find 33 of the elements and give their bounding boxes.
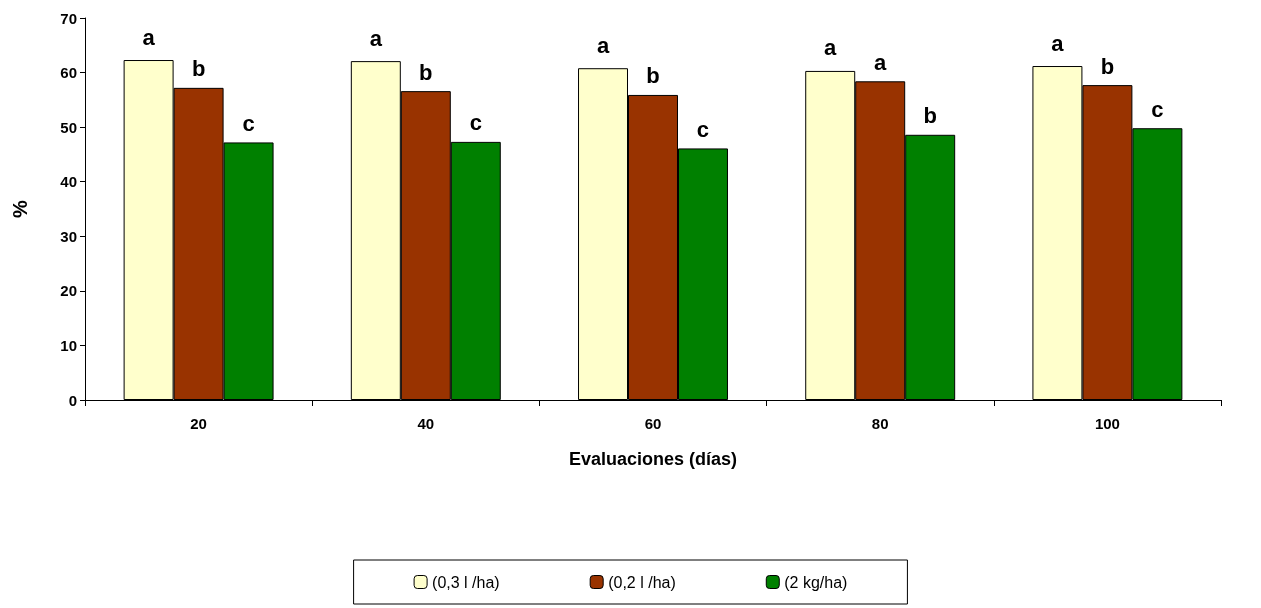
data-label: c bbox=[696, 116, 710, 142]
data-label: b bbox=[1100, 53, 1115, 79]
x-tick-label: 80 bbox=[871, 415, 889, 432]
x-tick-label: 100 bbox=[1094, 415, 1120, 432]
x-tick-label: 40 bbox=[417, 415, 435, 432]
data-label: c bbox=[469, 110, 482, 136]
y-tick-label: 60 bbox=[60, 64, 77, 82]
y-tick-label: 70 bbox=[60, 9, 77, 27]
data-label: b bbox=[419, 59, 433, 85]
data-label: b bbox=[646, 63, 660, 89]
y-tick-label: 20 bbox=[60, 282, 77, 300]
legend-label: (0,3 l /ha) bbox=[432, 573, 500, 591]
y-tick-label: 30 bbox=[60, 227, 77, 245]
data-label: a bbox=[142, 24, 156, 50]
legend-label: (2 kg/ha) bbox=[784, 573, 848, 591]
data-label: a bbox=[596, 32, 610, 58]
legend-label: (0,2 l /ha) bbox=[608, 573, 676, 591]
x-tick-label: 60 bbox=[644, 415, 662, 432]
y-tick-label: 10 bbox=[60, 336, 77, 354]
y-tick-label: 50 bbox=[60, 118, 77, 136]
data-label: a bbox=[874, 49, 888, 75]
y-tick-label: 0 bbox=[68, 391, 77, 409]
y-axis-title: % bbox=[9, 199, 31, 218]
data-label: a bbox=[824, 35, 838, 61]
x-axis-title: Evaluaciones (días) bbox=[568, 449, 738, 469]
data-label: a bbox=[1051, 30, 1065, 56]
data-label: c bbox=[242, 110, 255, 136]
data-label: c bbox=[1151, 96, 1164, 122]
data-label: b bbox=[191, 56, 206, 82]
y-tick-label: 40 bbox=[60, 173, 77, 191]
x-tick-label: 20 bbox=[190, 415, 207, 432]
data-label: b bbox=[923, 103, 937, 129]
data-label: a bbox=[369, 25, 383, 51]
